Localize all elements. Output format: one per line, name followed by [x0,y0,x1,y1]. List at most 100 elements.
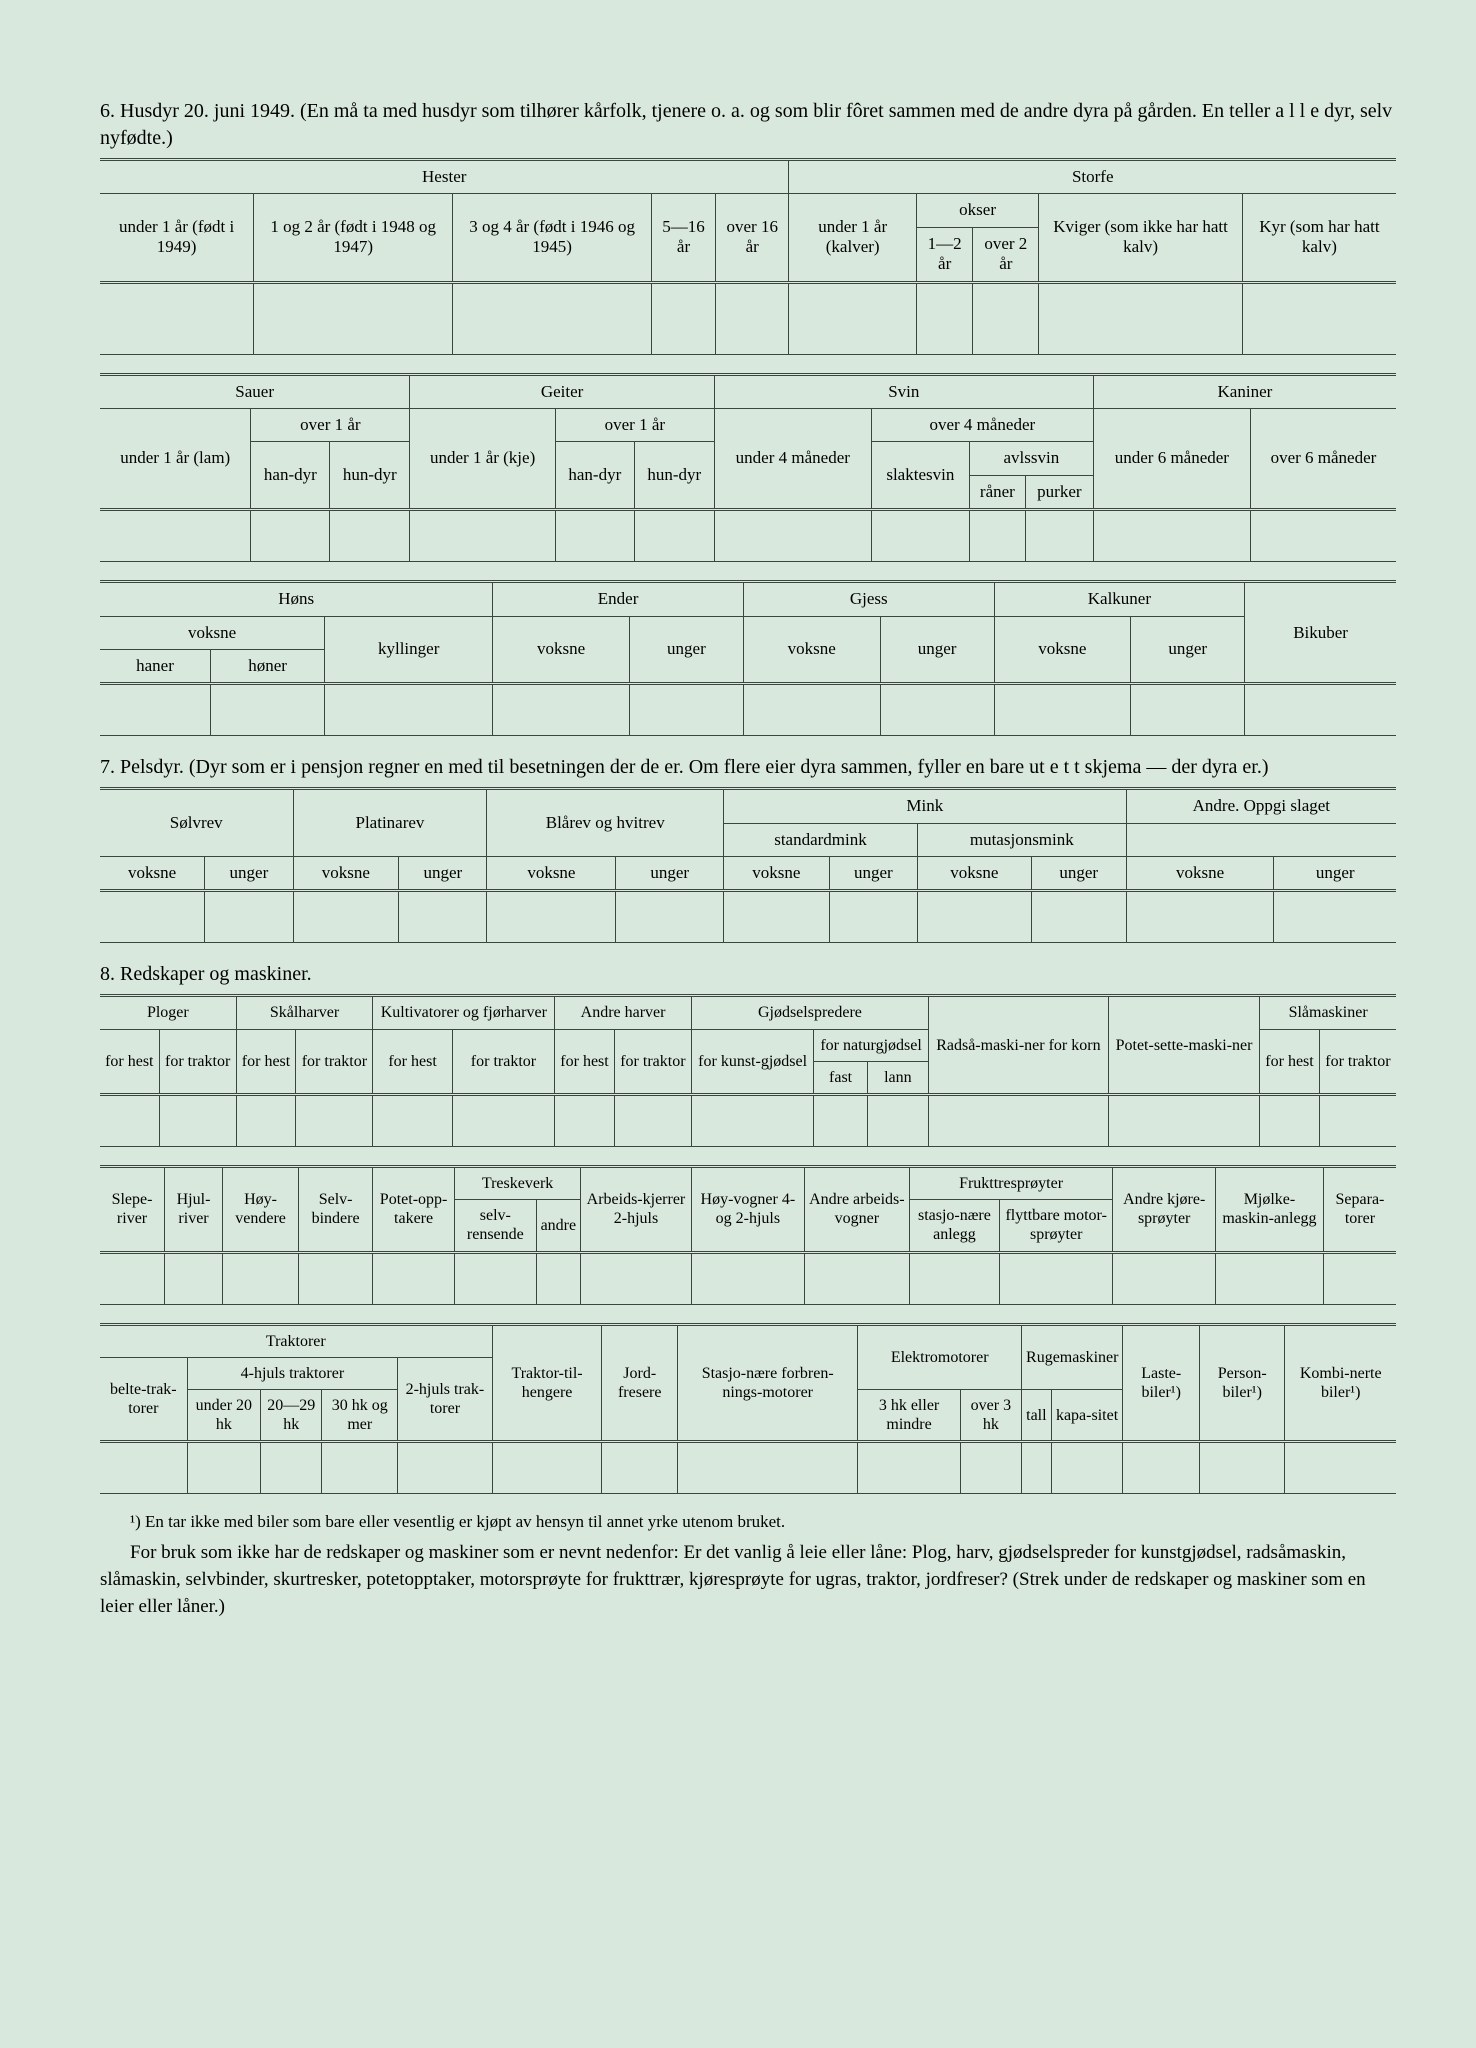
data-cell[interactable] [691,1095,813,1147]
data-cell[interactable] [373,1252,455,1304]
data-cell[interactable] [1025,510,1093,562]
data-cell[interactable] [100,1252,165,1304]
data-cell[interactable] [398,1442,492,1494]
data-cell[interactable] [1031,891,1126,943]
data-cell[interactable] [487,891,616,943]
data-cell[interactable] [452,1095,555,1147]
data-cell[interactable] [1051,1442,1123,1494]
data-cell[interactable] [602,1442,678,1494]
data-cell[interactable] [1216,1252,1324,1304]
data-cell[interactable] [652,282,716,354]
person: Person-biler¹) [1199,1324,1284,1442]
hdr-hons: Høns [100,582,493,616]
data-cell[interactable] [616,891,724,943]
andreharver: Andre harver [555,996,692,1029]
data-cell[interactable] [1319,1095,1396,1147]
data-cell[interactable] [928,1095,1108,1147]
data-cell[interactable] [322,1442,398,1494]
data-cell[interactable] [867,1095,928,1147]
data-cell[interactable] [299,1252,373,1304]
data-cell[interactable] [1242,282,1396,354]
data-cell[interactable] [969,510,1025,562]
data-cell[interactable] [1245,684,1396,736]
data-cell[interactable] [296,1095,373,1147]
data-cell[interactable] [100,684,211,736]
data-cell[interactable] [1250,510,1396,562]
data-cell[interactable] [629,684,743,736]
data-cell[interactable] [960,1442,1021,1494]
data-cell[interactable] [100,891,205,943]
data-cell[interactable] [1123,1442,1200,1494]
data-cell[interactable] [410,510,556,562]
mjolke: Mjølke-maskin-anlegg [1216,1167,1324,1253]
data-cell[interactable] [455,1252,536,1304]
data-cell[interactable] [251,510,330,562]
data-cell[interactable] [789,282,916,354]
data-cell[interactable] [187,1442,260,1494]
data-cell[interactable] [1000,1252,1113,1304]
data-cell[interactable] [714,510,871,562]
data-cell[interactable] [1285,1442,1396,1494]
data-cell[interactable] [614,1095,691,1147]
beltetrak: belte-trak-torer [100,1357,187,1442]
data-cell[interactable] [917,891,1031,943]
data-cell[interactable] [716,282,789,354]
tohjuls: 2-hjuls trak-torer [398,1357,492,1442]
data-cell[interactable] [1039,282,1243,354]
data-cell[interactable] [261,1442,322,1494]
data-cell[interactable] [1199,1442,1284,1494]
data-cell[interactable] [399,891,487,943]
data-cell[interactable] [1131,684,1245,736]
data-cell[interactable] [330,510,410,562]
data-cell[interactable] [492,1442,602,1494]
data-cell[interactable] [634,510,714,562]
data-cell[interactable] [916,282,972,354]
data-cell[interactable] [829,891,917,943]
data-cell[interactable] [743,684,880,736]
andrevogner: Andre arbeids-vogner [804,1167,909,1253]
data-cell[interactable] [973,282,1039,354]
data-cell[interactable] [1113,1252,1216,1304]
data-cell[interactable] [159,1095,236,1147]
data-cell[interactable] [1022,1442,1052,1494]
data-cell[interactable] [100,1442,187,1494]
traktorer: Traktorer [100,1324,492,1357]
data-cell[interactable] [1274,891,1396,943]
voksne-h: voksne [100,616,325,649]
data-cell[interactable] [254,282,453,354]
data-cell[interactable] [100,282,254,354]
data-cell[interactable] [293,891,399,943]
data-cell[interactable] [373,1095,452,1147]
data-cell[interactable] [858,1442,960,1494]
data-cell[interactable] [677,1442,857,1494]
data-cell[interactable] [205,891,293,943]
data-cell[interactable] [555,510,634,562]
data-cell[interactable] [1108,1095,1259,1147]
data-cell[interactable] [325,684,493,736]
data-cell[interactable] [211,684,325,736]
data-cell[interactable] [223,1252,299,1304]
data-cell[interactable] [236,1095,296,1147]
data-cell[interactable] [909,1252,999,1304]
data-cell[interactable] [1260,1095,1320,1147]
data-cell[interactable] [1323,1252,1396,1304]
data-cell[interactable] [724,891,830,943]
data-cell[interactable] [994,684,1131,736]
data-cell[interactable] [804,1252,909,1304]
data-cell[interactable] [165,1252,223,1304]
data-cell[interactable] [1093,510,1250,562]
data-cell[interactable] [871,510,969,562]
data-cell[interactable] [555,1095,615,1147]
data-cell[interactable] [1126,891,1274,943]
data-cell[interactable] [100,510,251,562]
data-cell[interactable] [691,1252,804,1304]
handyr-g: han-dyr [555,442,634,510]
data-cell[interactable] [814,1095,868,1147]
data-cell[interactable] [880,684,994,736]
data-cell[interactable] [100,1095,159,1147]
data-cell[interactable] [453,282,652,354]
data-cell[interactable] [581,1252,692,1304]
blarev: Blårev og hvitrev [487,789,724,857]
data-cell[interactable] [493,684,630,736]
data-cell[interactable] [536,1252,581,1304]
